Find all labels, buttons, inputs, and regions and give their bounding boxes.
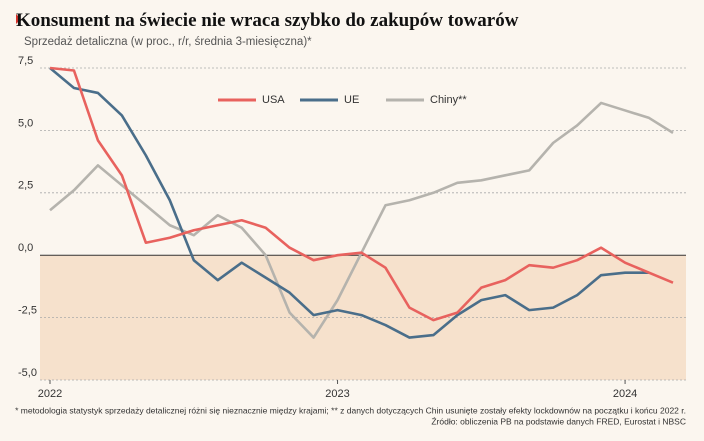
legend-label: UE (344, 94, 359, 106)
footnote: * metodologia statystyk sprzedaży detali… (15, 405, 686, 415)
legend-label: Chiny** (430, 94, 467, 106)
legend-label: USA (262, 94, 285, 106)
y-tick-label: 2,5 (18, 180, 33, 192)
source: Źródło: obliczenia PB na podstawie danyc… (431, 416, 686, 426)
series-line (49, 66, 674, 322)
x-tick-label: 2024 (613, 388, 637, 400)
chart-title: Konsument na świecie nie wraca szybko do… (16, 10, 519, 31)
negative-shade (40, 255, 686, 380)
subtitle-marker (16, 14, 21, 24)
y-tick-label: 5,0 (18, 117, 33, 129)
series-line (49, 67, 650, 339)
y-tick-label: -5,0 (18, 367, 37, 379)
y-tick-label: -2,5 (18, 305, 37, 317)
x-tick-label: 2022 (38, 388, 62, 400)
x-tick-label: 2023 (325, 388, 349, 400)
chart-subtitle: Sprzedaż detaliczna (w proc., r/r, średn… (24, 36, 312, 48)
y-tick-label: 0,0 (18, 242, 33, 254)
y-tick-label: 7,5 (18, 55, 33, 67)
